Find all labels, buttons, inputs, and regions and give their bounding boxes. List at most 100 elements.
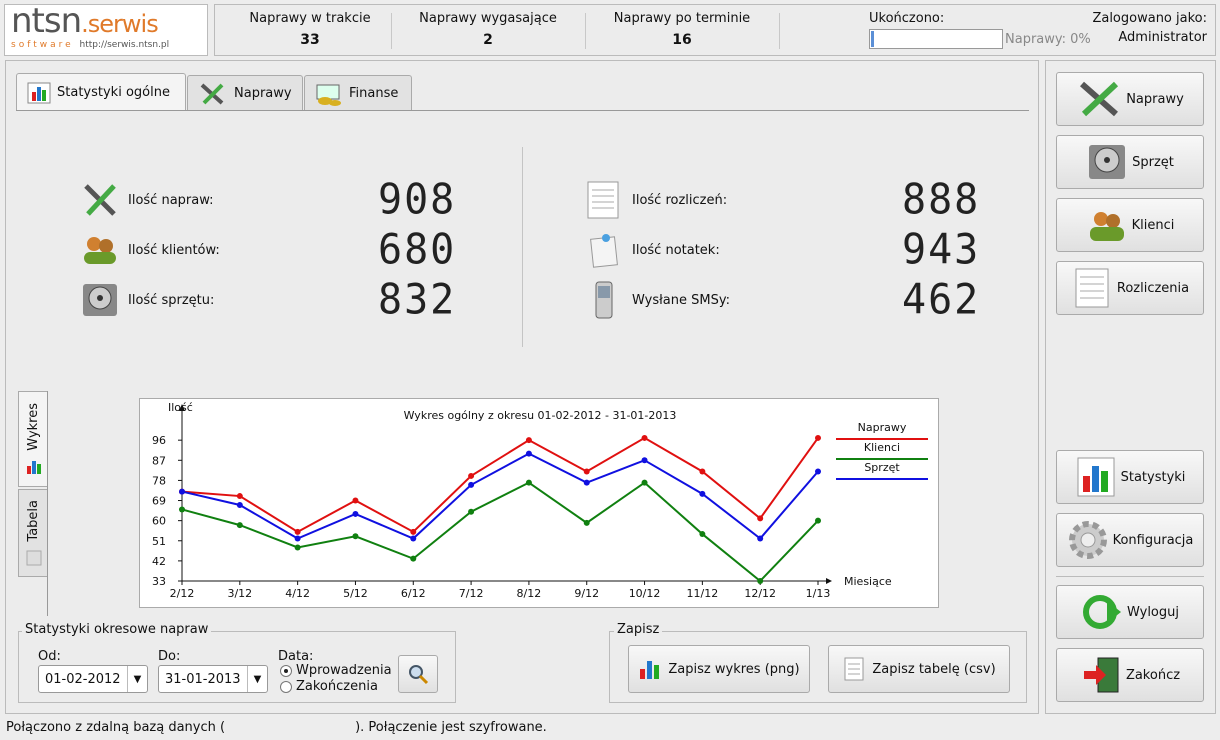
data-point [815, 434, 821, 441]
save-table-button[interactable]: Zapisz tabelę (csv) [828, 645, 1010, 693]
counter-value: 908 [378, 175, 457, 225]
counter-value: 943 [902, 225, 981, 275]
y-tick-label: 51 [152, 535, 166, 548]
radio-finished[interactable]: Zakończenia [280, 679, 378, 694]
counter-label: Ilość klientów: [128, 242, 220, 258]
sidebar-statistics-button[interactable]: Statystyki [1056, 450, 1204, 504]
to-date-combo[interactable]: 31-01-2013 ▼ [158, 665, 268, 693]
note-icon [590, 234, 618, 268]
series-line-sprzęt [181, 452, 819, 540]
app-logo: ntsn.serwis software http://serwis.ntsn.… [4, 1, 208, 56]
counter-label: Wysłane SMSy: [632, 292, 730, 308]
stat-value: 33 [300, 32, 320, 48]
button-label: Klienci [1131, 217, 1175, 233]
tab-finance[interactable]: Finanse [304, 75, 412, 111]
overview-chart: Ilość Miesiące Wykres ogólny z okresu 01-0… [139, 398, 939, 608]
radio-entered[interactable]: Wprowadzenia [280, 663, 392, 678]
counter-label: Ilość rozliczeń: [632, 192, 728, 208]
phone-icon [595, 281, 613, 319]
data-point [236, 493, 243, 500]
to-label: Do: [158, 649, 181, 664]
data-point [815, 517, 821, 524]
y-tick-label: 42 [152, 555, 166, 568]
tab-general-stats[interactable]: Statystyki ogólne [16, 73, 186, 111]
radio-label: Wprowadzenia [296, 663, 392, 678]
counters-divider [522, 147, 523, 347]
data-point [583, 468, 590, 475]
y-tick-label: 60 [152, 515, 166, 528]
username: Administrator [1118, 30, 1207, 45]
data-point [583, 519, 590, 526]
chevron-down-icon[interactable]: ▼ [247, 666, 267, 692]
x-tick-label: 4/12 [285, 587, 310, 600]
counter-value: 888 [902, 175, 981, 225]
sidebar-settlements-button[interactable]: Rozliczenia [1056, 261, 1204, 315]
save-group [609, 631, 1027, 703]
hard-drive-icon [1089, 145, 1126, 179]
date-type-label: Data: [278, 649, 314, 664]
counter-repairs: Ilość napraw: 908 [80, 175, 457, 225]
x-axis-label: Miesiące [844, 575, 892, 588]
from-label: Od: [38, 649, 61, 664]
counter-value: 462 [902, 275, 981, 325]
legend-label: Naprawy [858, 421, 907, 434]
sidebar-repairs-button[interactable]: Naprawy [1056, 72, 1204, 126]
search-button[interactable] [398, 655, 438, 693]
sidebar-clients-button[interactable]: Klienci [1056, 198, 1204, 252]
document-icon [844, 657, 864, 681]
stat-in-progress: Naprawy w trakcie 33 [235, 11, 385, 48]
tools-icon [84, 184, 116, 216]
series-line-naprawy [181, 436, 819, 534]
y-axis-label: Ilość [168, 401, 193, 414]
status-bar: Połączono z zdalną bazą danych (). Połąc… [6, 720, 547, 735]
period-stats-title: Statystyki okresowe napraw [22, 622, 212, 637]
counter-notes: Ilość notatek: 943 [584, 225, 981, 275]
chevron-down-icon[interactable]: ▼ [127, 666, 147, 692]
data-point [757, 515, 764, 522]
sidebar-logout-button[interactable]: Wyloguj [1056, 585, 1204, 639]
button-label: Sprzęt [1132, 154, 1174, 170]
from-date-combo[interactable]: 01-02-2012 ▼ [38, 665, 148, 693]
x-tick-label: 9/12 [574, 587, 599, 600]
data-point [699, 490, 706, 497]
chart-title: Wykres ogólny z okresu 01-02-2012 - 31-0… [404, 409, 677, 422]
x-tick-label: 8/12 [517, 587, 542, 600]
counter-label: Ilość notatek: [632, 242, 720, 258]
sidebar-equipment-button[interactable]: Sprzęt [1056, 135, 1204, 189]
save-chart-button[interactable]: Zapisz wykres (png) [628, 645, 810, 693]
data-point [236, 522, 243, 529]
data-point [699, 531, 706, 538]
logged-label: Zalogowano jako: [1092, 11, 1207, 26]
sidebar: Naprawy Sprzęt Klienci Rozliczenia Staty… [1045, 60, 1216, 714]
to-date-value: 31-01-2013 [165, 671, 241, 687]
sidebar-exit-button[interactable]: Zakończ [1056, 648, 1204, 702]
data-point [294, 528, 301, 535]
chart-icon [27, 82, 51, 103]
search-icon [409, 665, 429, 685]
hard-drive-icon [83, 284, 117, 316]
chart-icon [1077, 457, 1115, 497]
data-point [641, 479, 648, 486]
tab-label: Tabela [26, 500, 41, 542]
progress-fill [871, 31, 874, 47]
tab-table[interactable]: Tabela [18, 489, 48, 577]
tab-chart[interactable]: Wykres [18, 391, 48, 487]
data-point [179, 488, 185, 495]
counter-settlements: Ilość rozliczeń: 888 [584, 175, 981, 225]
save-title: Zapisz [614, 622, 663, 637]
data-point [757, 535, 764, 542]
chart-icon [26, 460, 41, 474]
data-point [525, 450, 532, 457]
button-label: Zapisz wykres (png) [668, 661, 800, 677]
tab-repairs[interactable]: Naprawy [187, 75, 303, 111]
completed-progress-bar [869, 29, 1003, 49]
x-tick-label: 5/12 [343, 587, 368, 600]
x-tick-label: 2/12 [170, 587, 195, 600]
counter-label: Ilość napraw: [128, 192, 214, 208]
gear-icon [1068, 521, 1107, 559]
logo-subtitle: software [11, 40, 74, 50]
data-point [525, 479, 532, 486]
data-point [352, 510, 359, 517]
counter-value: 680 [378, 225, 457, 275]
sidebar-configuration-button[interactable]: Konfiguracja [1056, 513, 1204, 567]
